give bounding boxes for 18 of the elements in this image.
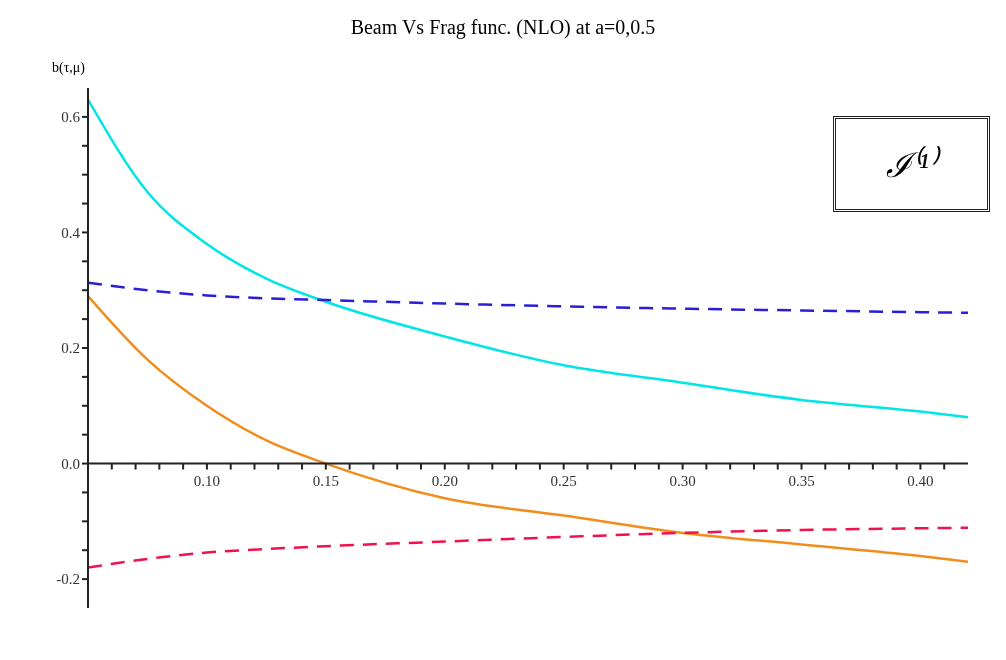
- y-tick-label: 0.2: [61, 340, 80, 357]
- chart-title: Beam Vs Frag func. (NLO) at a=0,0.5: [349, 16, 657, 39]
- x-tick-label: 0.15: [312, 472, 339, 489]
- x-tick-label: 0.35: [788, 472, 815, 489]
- x-tick-label: 0.40: [907, 472, 934, 489]
- x-tick-label: 0.25: [550, 472, 577, 489]
- line-series: [88, 281, 968, 315]
- annotation-box: ℐ⁽¹⁾: [832, 116, 990, 212]
- x-tick-label: 0.20: [431, 472, 458, 489]
- line-series: [88, 98, 968, 419]
- y-tick-label: -0.2: [56, 571, 80, 588]
- y-tick-label: 0.0: [61, 455, 80, 472]
- y-tick-label: 0.6: [61, 109, 81, 126]
- y-axis-title: b(τ,μ): [52, 60, 85, 76]
- x-tick-label: 0.30: [669, 472, 696, 489]
- x-tick-label: 0.10: [193, 472, 221, 489]
- line-series: [88, 526, 968, 569]
- y-tick-label: 0.4: [61, 224, 81, 241]
